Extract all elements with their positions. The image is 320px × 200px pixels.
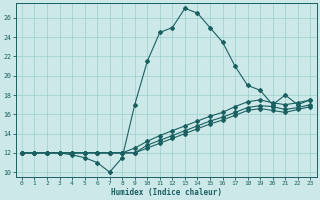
X-axis label: Humidex (Indice chaleur): Humidex (Indice chaleur) [111,188,221,197]
